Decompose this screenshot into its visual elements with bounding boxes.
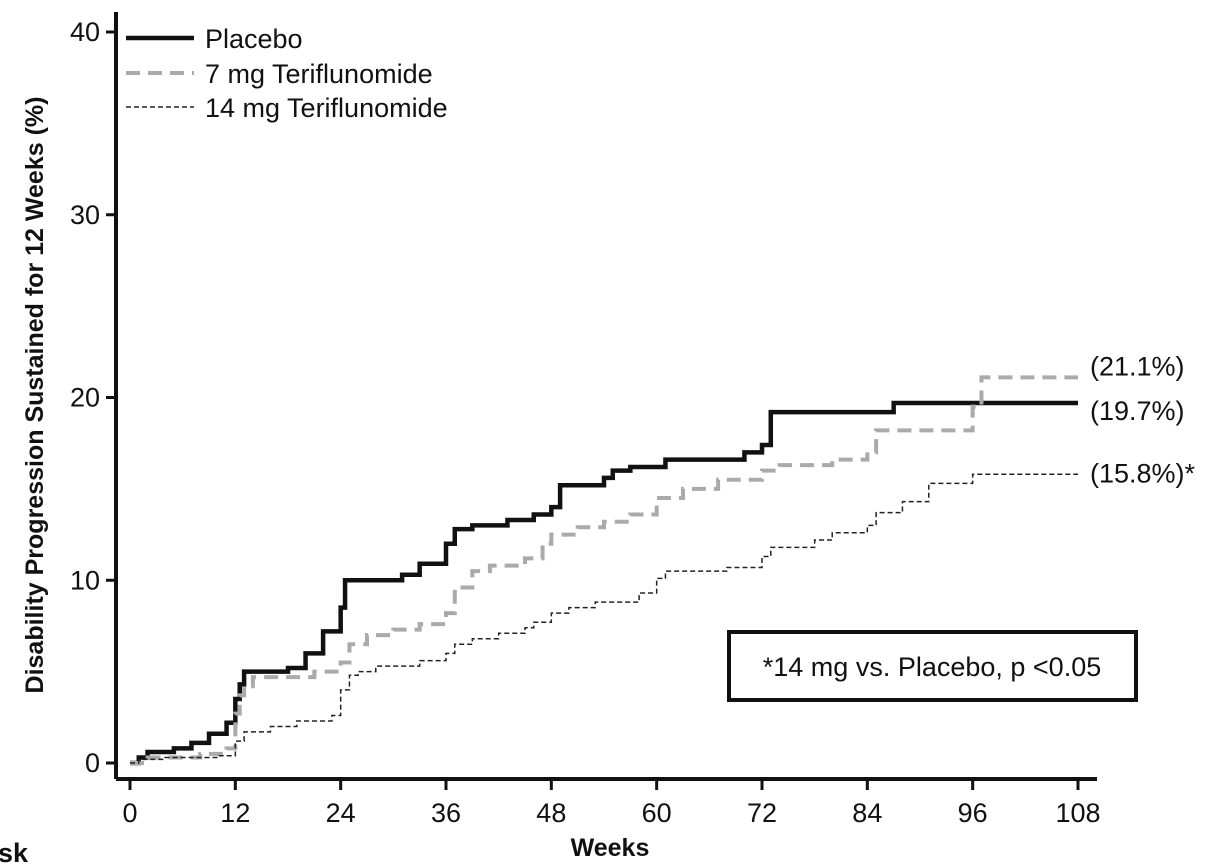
x-tick-label: 96 — [958, 798, 988, 828]
legend-label: 14 mg Teriflunomide — [205, 93, 448, 123]
end-label-2: (15.8%)* — [1090, 458, 1196, 488]
x-tick-label: 24 — [326, 798, 356, 828]
x-tick-label: 108 — [1055, 798, 1100, 828]
y-axis-title: Disability Progression Sustained for 12 … — [21, 97, 49, 694]
y-tick-label: 0 — [85, 748, 100, 778]
x-tick-label: 84 — [852, 798, 882, 828]
legend-label: 7 mg Teriflunomide — [205, 59, 433, 89]
series-line-1 — [130, 375, 1078, 765]
end-labels: (19.7%) (21.1%) (15.8%)* — [1090, 351, 1196, 488]
x-tick-label: 48 — [536, 798, 566, 828]
legend: Placebo 7 mg Teriflunomide 14 mg Terifluno… — [126, 24, 448, 123]
x-tick-label: 72 — [747, 798, 777, 828]
x-tick-label: 36 — [431, 798, 461, 828]
y-tick-label: 30 — [70, 200, 100, 230]
series-layer — [130, 375, 1078, 766]
y-tick-label: 20 — [70, 383, 100, 413]
y-tick-label: 10 — [70, 565, 100, 595]
footnote-text: *14 mg vs. Placebo, p <0.05 — [763, 652, 1101, 682]
y-ticks: 0 10 20 30 40 — [70, 17, 116, 778]
x-tick-label: 60 — [642, 798, 672, 828]
x-ticks: 0 12 24 36 48 60 72 84 96 108 — [122, 779, 1101, 828]
x-axis-title: Weeks — [571, 834, 650, 862]
footnote-box-border — [727, 630, 1138, 702]
legend-label: Placebo — [205, 24, 303, 54]
y-tick-label: 40 — [70, 17, 100, 47]
cut-off-text: sk — [0, 838, 29, 865]
x-tick-label: 12 — [220, 798, 250, 828]
end-label-1: (21.1%) — [1090, 351, 1185, 381]
series-line-2 — [130, 473, 1078, 764]
x-tick-label: 0 — [122, 798, 137, 828]
end-label-0: (19.7%) — [1090, 396, 1185, 426]
series-line-0 — [130, 400, 1078, 766]
footnote-box: *14 mg vs. Placebo, p <0.05 — [727, 630, 1138, 702]
